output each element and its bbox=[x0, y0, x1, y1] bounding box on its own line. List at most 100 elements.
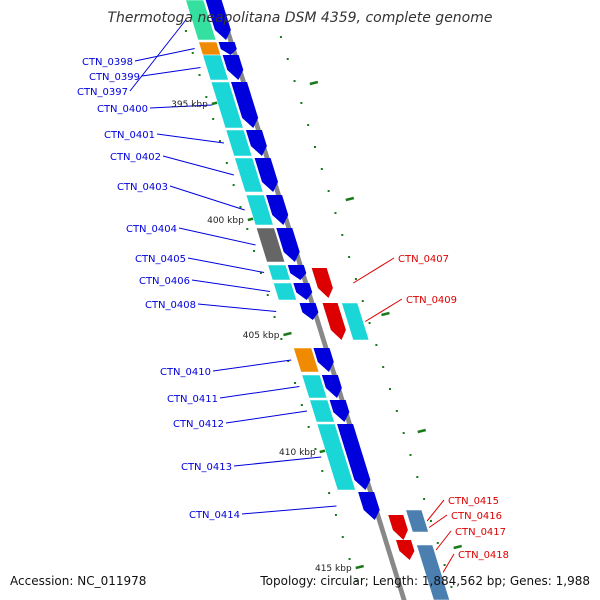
tick-mark bbox=[409, 454, 412, 456]
leader-line bbox=[428, 514, 448, 528]
gene-arrow-reverse bbox=[396, 540, 415, 560]
gene-arrow-forward bbox=[358, 492, 380, 520]
leader-line bbox=[353, 257, 395, 284]
map-title: Thermotoga neapolitana DSM 4359, complet… bbox=[108, 10, 493, 26]
kbp-label: 395 kbp bbox=[171, 100, 208, 110]
tick-mark bbox=[328, 492, 331, 494]
cog-band bbox=[272, 282, 298, 301]
kbp-label: 405 kbp bbox=[243, 331, 280, 341]
kbp-tick bbox=[355, 564, 364, 570]
gene-label-ctn_0404: CTN_0404 bbox=[126, 224, 177, 235]
gene-label-ctn_0402: CTN_0402 bbox=[110, 152, 161, 163]
gene-leader-lines bbox=[129, 19, 455, 573]
tick-mark bbox=[416, 476, 419, 478]
tick-mark bbox=[307, 426, 310, 428]
gene-label-ctn_0405: CTN_0405 bbox=[135, 254, 186, 265]
leader-line bbox=[219, 386, 300, 399]
tick-mark bbox=[300, 404, 303, 406]
cog-band bbox=[316, 423, 356, 491]
tick-mark bbox=[205, 96, 208, 98]
tick-mark bbox=[232, 184, 235, 186]
cog-band bbox=[293, 347, 320, 373]
cog-band bbox=[301, 374, 328, 399]
leader-line bbox=[178, 227, 256, 246]
kbp-tick bbox=[283, 331, 292, 337]
cog-band bbox=[245, 194, 274, 226]
tick-mark bbox=[259, 272, 262, 274]
tick-mark bbox=[279, 36, 282, 38]
tick-mark bbox=[184, 30, 187, 32]
gene-arrow-forward bbox=[293, 283, 313, 300]
gene-arrow-forward bbox=[287, 265, 307, 280]
gene-arrows bbox=[205, 0, 415, 560]
gene-arrow-forward bbox=[266, 195, 289, 225]
tick-mark bbox=[321, 470, 324, 472]
tick-mark bbox=[294, 382, 297, 384]
gene-label-ctn_0411: CTN_0411 bbox=[167, 394, 218, 405]
kbp-label: 415 kbp bbox=[315, 564, 352, 574]
cog-band bbox=[255, 227, 286, 263]
tick-mark bbox=[341, 536, 344, 538]
tick-mark bbox=[307, 124, 310, 126]
gene-arrow-reverse bbox=[322, 303, 346, 340]
leader-line bbox=[187, 257, 265, 273]
tick-mark bbox=[273, 316, 276, 318]
tick-mark bbox=[286, 58, 289, 60]
tick-mark bbox=[334, 212, 337, 214]
tick-mark bbox=[266, 294, 269, 296]
gene-label-ctn_0403: CTN_0403 bbox=[117, 182, 168, 193]
gene-label-ctn_0412: CTN_0412 bbox=[173, 419, 224, 430]
tick-mark bbox=[348, 256, 351, 258]
tick-mark bbox=[423, 498, 426, 500]
tick-mark bbox=[314, 448, 317, 450]
tick-mark bbox=[375, 344, 378, 346]
tick-mark bbox=[320, 168, 323, 170]
gene-arrow-forward bbox=[276, 228, 300, 262]
gene-label-ctn_0397: CTN_0397 bbox=[77, 87, 128, 98]
gene-arrow-forward bbox=[254, 158, 279, 192]
tick-mark bbox=[436, 542, 439, 544]
accession-label: Accession: NC_011978 bbox=[10, 574, 147, 588]
tick-mark bbox=[280, 338, 283, 340]
tick-mark bbox=[429, 520, 432, 522]
leader-line bbox=[162, 155, 234, 176]
kbp-tick-marks bbox=[184, 30, 462, 588]
gene-label-ctn_0406: CTN_0406 bbox=[139, 276, 190, 287]
gene-label-ctn_0408: CTN_0408 bbox=[145, 300, 196, 311]
cog-band bbox=[341, 302, 370, 341]
leader-line bbox=[191, 279, 271, 292]
tick-mark bbox=[348, 558, 351, 560]
tick-mark bbox=[191, 52, 194, 54]
tick-mark bbox=[253, 250, 256, 252]
gene-label-ctn_0418: CTN_0418 bbox=[458, 550, 509, 561]
tick-mark bbox=[382, 366, 385, 368]
leader-line bbox=[241, 505, 337, 515]
gene-label-ctn_0415: CTN_0415 bbox=[448, 496, 499, 507]
leader-line bbox=[212, 359, 292, 372]
tick-mark bbox=[389, 388, 392, 390]
gene-label-ctn_0416: CTN_0416 bbox=[451, 511, 502, 522]
cog-band bbox=[405, 509, 429, 533]
gene-arrow-forward bbox=[245, 130, 267, 156]
kbp-tick bbox=[309, 80, 319, 86]
tick-mark bbox=[368, 322, 371, 324]
leader-line bbox=[233, 456, 322, 467]
gene-arrow-forward bbox=[218, 42, 237, 55]
gene-label-ctn_0409: CTN_0409 bbox=[406, 295, 457, 306]
gene-arrow-forward bbox=[299, 303, 319, 320]
gene-label-ctn_0410: CTN_0410 bbox=[160, 367, 211, 378]
tick-mark bbox=[443, 564, 446, 566]
tick-mark bbox=[361, 300, 364, 302]
tick-mark bbox=[212, 118, 215, 120]
leader-line bbox=[442, 553, 455, 573]
cog-band bbox=[198, 41, 222, 56]
gene-label-ctn_0414: CTN_0414 bbox=[189, 510, 240, 521]
tick-mark bbox=[225, 162, 228, 164]
cog-band bbox=[416, 544, 450, 600]
gene-label-ctn_0398: CTN_0398 bbox=[82, 57, 133, 68]
gene-label-ctn_0399: CTN_0399 bbox=[89, 72, 140, 83]
kbp-tick bbox=[345, 196, 355, 202]
gene-arrow-reverse bbox=[388, 515, 408, 540]
cog-band bbox=[234, 157, 264, 193]
leader-line bbox=[141, 67, 201, 77]
